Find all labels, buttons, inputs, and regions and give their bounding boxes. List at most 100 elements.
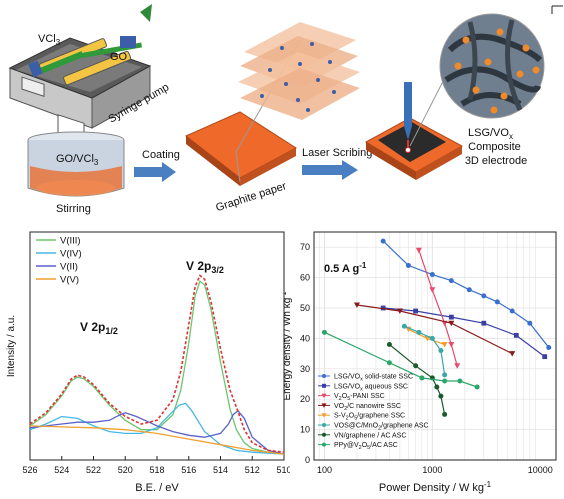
ragone-legend-marker [322, 383, 326, 388]
ragone-data-point [457, 378, 463, 384]
ragone-legend-marker [322, 374, 326, 378]
ragone-legend-marker [321, 403, 327, 408]
ragone-data-point [434, 384, 440, 390]
ragone-data-point [494, 299, 500, 305]
ragone-data-point [415, 247, 422, 254]
ragone-data-point [419, 375, 425, 381]
ragone-data-point [481, 320, 487, 326]
ragone-legend-marker [322, 423, 326, 427]
ragone-y-tick-label: 40 [300, 333, 310, 343]
ragone-legend-marker [321, 413, 327, 418]
ragone-legend-label: VOS@C/MnO2/graphene ASC [334, 423, 429, 432]
ragone-series-line [382, 240, 550, 348]
ragone-series-line [389, 344, 446, 415]
ragone-current-annotation: 0.5 A g-1 [324, 261, 367, 275]
ragone-data-point [513, 332, 519, 338]
ragone-data-point [429, 335, 435, 341]
ragone-x-tick-label: 1000 [422, 465, 442, 475]
ragone-legend-label: PPy@V2O5/AC ASC [334, 442, 398, 451]
ragone-data-point [466, 287, 472, 293]
go-sheets-zoom [238, 22, 360, 120]
ragone-data-point [416, 329, 422, 335]
xps-legend-label: V(II) [60, 262, 78, 273]
ragone-data-point [448, 341, 455, 348]
ragone-data-point [442, 372, 448, 378]
graphite-paper-label: Graphite paper [214, 180, 288, 214]
ragone-legend-label: V2O5-PANI SSC [334, 393, 385, 402]
xps-peak-label-1: V 2p1/2 [80, 320, 118, 336]
ragone-x-tick-label: 100 [317, 465, 332, 475]
xps-series-vv [29, 425, 285, 455]
ragone-y-axis-label: Energy density / Wh kg-1 [284, 291, 293, 400]
coating-label: Coating [142, 149, 180, 161]
ragone-series-line [324, 331, 478, 388]
xps-legend-label: V(IV) [60, 249, 82, 260]
syringe-pump [8, 4, 152, 142]
ragone-data-point [413, 363, 419, 369]
ragone-data-point [448, 320, 455, 327]
ragone-data-point [401, 323, 407, 329]
xps-series-vii [29, 410, 285, 455]
ragone-data-point [448, 278, 454, 284]
stirring-label: Stirring [56, 203, 91, 215]
ragone-y-tick-label: 70 [300, 242, 310, 252]
composite-label: LSG/VOx Composite 3D electrode [465, 127, 527, 167]
composite-sphere [439, 13, 545, 119]
ragone-legend-label: S-V2O5/graphene SSC [334, 413, 405, 422]
xps-x-axis-label: B.E. / eV [135, 482, 179, 494]
xps-series-viii [29, 280, 285, 455]
ragone-x-tick-label: 10000 [528, 465, 553, 475]
xps-x-tick-label: 526 [22, 465, 37, 475]
ragone-data-point [442, 378, 448, 384]
beaker [27, 131, 125, 197]
ragone-data-point [429, 287, 436, 293]
ragone-y-tick-label: 50 [300, 303, 310, 313]
ragone-data-point [527, 320, 533, 326]
ragone-data-point [438, 348, 444, 354]
xps-x-tick-label: 514 [213, 465, 228, 475]
ragone-data-point [405, 262, 411, 268]
ragone-data-point [380, 238, 386, 244]
ragone-data-point [441, 341, 448, 348]
ragone-data-point [429, 272, 435, 278]
ragone-y-tick-label: 10 [300, 425, 310, 435]
ragone-data-point [509, 308, 515, 314]
ragone-data-point [386, 341, 392, 347]
ragone-legend-label: LSG/VOx solid-state SSC [334, 374, 413, 383]
ragone-y-tick-label: 30 [300, 364, 310, 374]
ragone-y-tick-label: 60 [300, 273, 310, 283]
ragone-y-tick-label: 20 [300, 394, 310, 404]
xps-series-viv [29, 402, 285, 455]
vcl3-label: VCl3 [38, 33, 61, 47]
ragone-data-point [380, 305, 386, 311]
ragone-series-line [383, 307, 546, 358]
ragone-data-point [454, 363, 461, 369]
ragone-legend-marker [322, 432, 326, 437]
xps-legend-label: V(V) [60, 275, 79, 286]
corner-bracket [551, 5, 563, 14]
xps-x-tick-label: 520 [118, 465, 133, 475]
ragone-legend-label: LSG/VOx aqueous SSC [334, 383, 408, 392]
ragone-x-axis-label: Power Density / W kg-1 [379, 480, 492, 494]
ragone-data-point [481, 293, 487, 299]
ragone-legend-marker [322, 442, 326, 447]
xps-series-fit-envelope [29, 274, 285, 453]
ragone-legend-marker [321, 393, 327, 399]
ragone-data-point [396, 308, 403, 315]
ragone-data-point [413, 308, 419, 314]
xps-x-tick-label: 522 [86, 465, 101, 475]
xps-x-tick-label: 516 [181, 465, 196, 475]
xps-x-tick-label: 518 [149, 465, 164, 475]
coating-arrow [134, 162, 176, 182]
laser-scribing-arrow [302, 160, 358, 180]
ragone-data-point [448, 314, 454, 320]
ragone-data-point [546, 345, 552, 351]
xps-y-axis-label: Intensity / a.u. [6, 315, 17, 377]
ragone-series-line [356, 304, 513, 355]
ragone-data-point [353, 302, 360, 308]
xps-peak-label-2: V 2p3/2 [186, 259, 224, 275]
xps-x-tick-label: 510 [276, 465, 290, 475]
go-label: GO [110, 51, 128, 63]
ragone-data-point [542, 354, 548, 360]
